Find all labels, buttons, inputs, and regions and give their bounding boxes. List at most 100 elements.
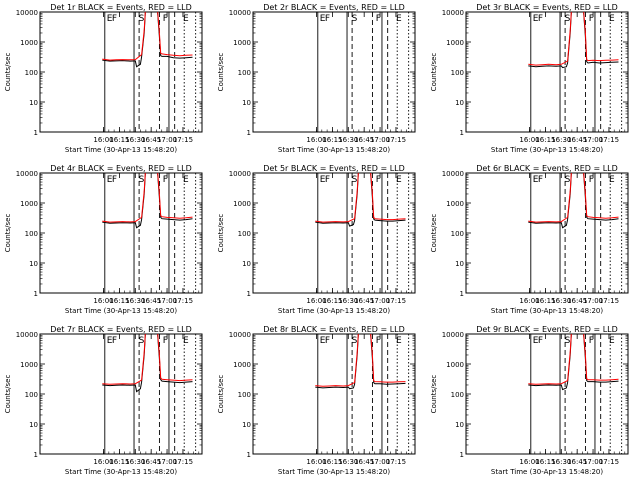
x-tick-label: 16:45 [354,458,374,466]
y-tick-label: 10000 [442,170,464,178]
marker-letter: E [609,336,615,346]
y-axis-label: Counts/sec [4,375,12,414]
plot-frame [465,11,629,133]
marker-letter: E [183,175,189,185]
marker-letter: S [565,336,571,346]
x-tick-label: 16:30 [125,136,145,144]
x-axis-label: Start Time (30-Apr-13 15:48:20) [65,146,177,154]
x-tick-label: 17:00 [370,297,390,305]
marker-letter: F [376,336,381,346]
x-tick-label: 16:45 [567,297,587,305]
x-tick-label: 16:45 [354,136,374,144]
y-tick-label: 100 [451,391,464,399]
y-tick-label: 10 [242,260,251,268]
x-tick-label: 16:15 [322,136,342,144]
marker-letter: E [396,175,402,185]
y-tick-label: 10 [455,421,464,429]
marker-letter: E [183,336,189,346]
y-tick-label: 100 [238,391,251,399]
panel-8: Det 8r BLACK = Events, RED = LLD 1 10 100 10… [217,325,416,476]
panel-title: Det 4r BLACK = Events, RED = LLD [50,164,192,173]
marker-letter: F [589,175,594,185]
panel-3: Det 3r BLACK = Events, RED = LLD 1 10 100 10… [430,3,629,154]
plot-frame [39,11,203,133]
marker-letter: F [163,175,168,185]
plot-area [102,12,197,132]
series-line-lld [528,173,619,223]
y-tick-label: 100 [25,230,38,238]
x-tick-label: 16:30 [125,458,145,466]
marker-letter: F [325,336,330,346]
marker-letter: E [320,336,326,346]
marker-letter: E [183,14,189,24]
marker-letter: F [538,14,543,24]
panel-2: Det 2r BLACK = Events, RED = LLD 1 10 100 10… [217,3,416,154]
x-tick-label: 16:15 [322,297,342,305]
y-axis-label: Counts/sec [430,53,438,92]
y-tick-label: 10000 [229,170,251,178]
marker-letter: E [107,14,113,24]
panel-title: Det 8r BLACK = Events, RED = LLD [263,325,405,334]
x-axis-label: Start Time (30-Apr-13 15:48:20) [65,468,177,476]
x-axis-label: Start Time (30-Apr-13 15:48:20) [278,146,390,154]
y-tick-label: 10 [29,99,38,107]
x-tick-label: 17:15 [599,458,619,466]
y-tick-label: 1000 [20,39,38,47]
marker-letter: F [538,336,543,346]
x-tick-label: 17:00 [583,136,603,144]
x-tick-label: 17:15 [173,458,193,466]
marker-letter: F [538,175,543,185]
y-tick-label: 10 [455,260,464,268]
x-tick-label: 16:15 [109,136,129,144]
plot-area [528,173,623,293]
series-line-events [102,334,193,393]
y-tick-label: 1000 [233,200,251,208]
marker-letter: F [325,175,330,185]
y-tick-label: 10 [455,99,464,107]
y-tick-label: 1000 [233,39,251,47]
plot-frame [252,333,416,455]
panel-title: Det 9r BLACK = Events, RED = LLD [476,325,618,334]
marker-letter: S [352,336,358,346]
x-tick-label: 16:30 [125,297,145,305]
series-line-lld [102,334,193,385]
y-tick-label: 1 [460,290,464,298]
plot-frame [39,172,203,294]
y-tick-label: 10000 [229,9,251,17]
x-tick-label: 17:15 [599,136,619,144]
plot-area [102,173,197,293]
x-axis-label: Start Time (30-Apr-13 15:48:20) [491,146,603,154]
plot-frame [39,333,203,455]
x-tick-label: 16:00 [306,136,326,144]
x-tick-label: 16:00 [519,136,539,144]
marker-letter: F [112,336,117,346]
y-tick-label: 10000 [442,331,464,339]
marker-letter: S [139,336,145,346]
panel-7: Det 7r BLACK = Events, RED = LLD 1 10 100 10… [4,325,203,476]
y-tick-label: 10000 [16,9,38,17]
plot-frame [252,11,416,133]
plot-area [102,334,197,454]
marker-letter: S [565,14,571,24]
x-tick-label: 16:15 [535,297,555,305]
x-tick-label: 16:30 [338,136,358,144]
y-tick-label: 1 [460,451,464,459]
x-tick-label: 16:00 [93,297,113,305]
x-tick-label: 17:15 [386,458,406,466]
y-tick-label: 10 [29,260,38,268]
marker-letter: E [320,175,326,185]
y-tick-label: 1000 [20,361,38,369]
panel-1: Det 1r BLACK = Events, RED = LLD 1 10 100 10… [4,3,203,154]
marker-letter: E [609,14,615,24]
x-tick-label: 17:15 [599,297,619,305]
marker-letter: S [139,175,145,185]
marker-letter: F [163,336,168,346]
marker-letter: S [139,14,145,24]
x-tick-label: 17:00 [583,297,603,305]
y-tick-label: 1 [247,129,251,137]
y-tick-label: 1000 [446,361,464,369]
marker-letter: E [107,336,113,346]
x-tick-label: 16:30 [551,458,571,466]
plot-frame [252,172,416,294]
